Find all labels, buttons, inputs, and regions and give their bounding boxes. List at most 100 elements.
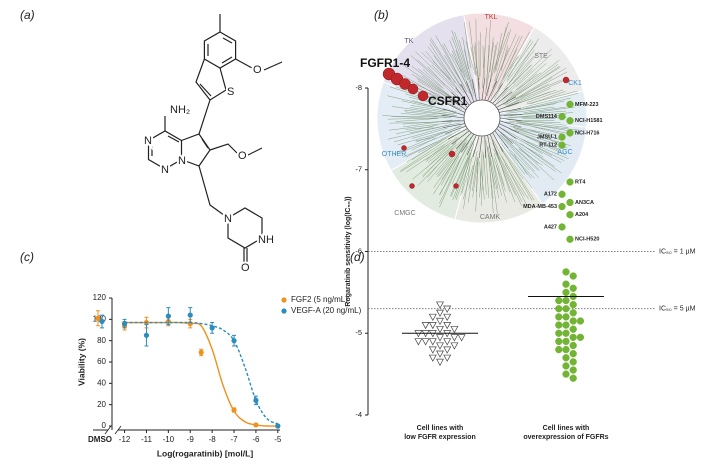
tree-branch — [485, 45, 490, 95]
tree-branch — [447, 97, 467, 111]
tree-branch — [427, 46, 465, 94]
highlight-kinase — [399, 78, 411, 90]
tree-branch — [482, 27, 487, 89]
highlight-label: CSFR1 — [428, 94, 468, 108]
tree-branch — [494, 130, 509, 149]
atom-label: NH₂ — [170, 104, 190, 116]
tree-branch — [509, 152, 535, 179]
tree-branch — [498, 31, 530, 88]
data-point — [558, 112, 566, 121]
atom-label: O — [253, 64, 262, 76]
tree-branch — [427, 153, 452, 182]
kinase-group-sector — [463, 12, 536, 120]
x-tick-label: -6 — [252, 435, 260, 444]
atom-label: N — [178, 155, 186, 167]
tree-branch — [518, 147, 555, 181]
tree-branch — [489, 83, 503, 103]
tree-branch — [487, 146, 500, 199]
tree-branch — [461, 133, 475, 153]
tree-branch — [483, 154, 487, 195]
tree-branch — [418, 137, 447, 154]
tree-branch — [492, 87, 508, 104]
data-point — [165, 313, 171, 319]
point-label: NCI-H716 — [575, 130, 599, 136]
tree-branch — [392, 106, 458, 116]
data-point — [428, 346, 437, 354]
data-point — [555, 296, 563, 305]
tree-branch — [485, 140, 496, 189]
sensitivity-chart: (d) -8 -7 -6 -5 -4 Rogaratinib sensitivity (lo… — [345, 83, 696, 441]
tree-branch — [442, 44, 468, 93]
tree-branch — [496, 96, 517, 108]
point-label: NCI-H1581 — [575, 118, 603, 124]
tree-branch — [450, 152, 471, 196]
data-point — [562, 288, 570, 297]
tree-branch — [456, 132, 472, 149]
kinome-tree: (b) TK TKL STE CK1 AGC CAMK CMGC OTHER FGFR1-4 CS… — [360, 8, 588, 224]
tree-branch — [416, 78, 464, 107]
panel-label: (c) — [20, 250, 34, 264]
x-tick-label: -7 — [230, 435, 238, 444]
kinase-group-label: OTHER — [382, 151, 407, 158]
panel-label: (a) — [20, 8, 35, 22]
tree-branch — [506, 60, 560, 101]
category-label: Cell lines with — [417, 425, 464, 432]
tree-branch — [469, 21, 476, 75]
tree-branch — [506, 49, 535, 88]
reference-label: IC₅₀ = 5 µM — [659, 306, 696, 313]
tree-branch — [472, 156, 478, 192]
tree-branch — [496, 152, 511, 193]
atom-label: O — [241, 262, 250, 274]
tree-branch — [521, 138, 569, 160]
y-tick-label: 120 — [93, 293, 107, 302]
point-label: JMSU-1 — [537, 135, 557, 141]
data-point — [569, 309, 577, 317]
data-point — [566, 211, 574, 219]
data-point — [209, 325, 215, 331]
tree-branch — [507, 114, 566, 119]
tree-branch — [455, 87, 470, 106]
data-point — [555, 321, 563, 329]
tree-branch — [438, 158, 453, 177]
point-label: RT-112 — [539, 143, 557, 149]
tree-branch — [498, 123, 520, 134]
data-point — [555, 329, 563, 337]
tree-branch — [441, 142, 467, 180]
data-point — [562, 362, 570, 370]
tree-branch — [452, 50, 470, 94]
tree-branch — [489, 161, 494, 213]
tree-branch — [503, 133, 556, 172]
legend-label: FGF2 (5 ng/mL) — [291, 295, 348, 304]
tree-branch — [393, 127, 445, 143]
tree-branch — [485, 42, 495, 90]
tree-branch — [513, 154, 528, 175]
data-point — [443, 354, 452, 362]
tree-branch — [504, 143, 530, 171]
tree-branch — [492, 132, 504, 153]
tree-branch — [442, 108, 465, 116]
tree-branch — [444, 102, 466, 113]
tree-branch — [487, 80, 498, 102]
tree-branch — [395, 124, 438, 135]
data-point — [566, 198, 574, 207]
tree-branch — [465, 41, 476, 75]
data-point — [555, 313, 563, 321]
tree-branch — [442, 120, 465, 122]
tree-branch — [507, 89, 557, 108]
tree-branch — [506, 67, 567, 105]
tree-branch — [475, 19, 477, 70]
tree-branch — [532, 126, 564, 135]
tree-branch — [510, 73, 538, 97]
data-point — [231, 407, 237, 413]
tree-branch — [501, 149, 535, 201]
tree-branch — [526, 89, 564, 103]
data-point — [558, 133, 566, 141]
tree-branch — [499, 117, 522, 122]
category-label: low FGFR expression — [404, 434, 476, 441]
tree-branch — [508, 161, 533, 201]
tree-branch — [474, 42, 479, 86]
tree-branch — [509, 66, 561, 100]
atom-label: NH — [258, 234, 274, 246]
tree-branch — [510, 135, 562, 163]
